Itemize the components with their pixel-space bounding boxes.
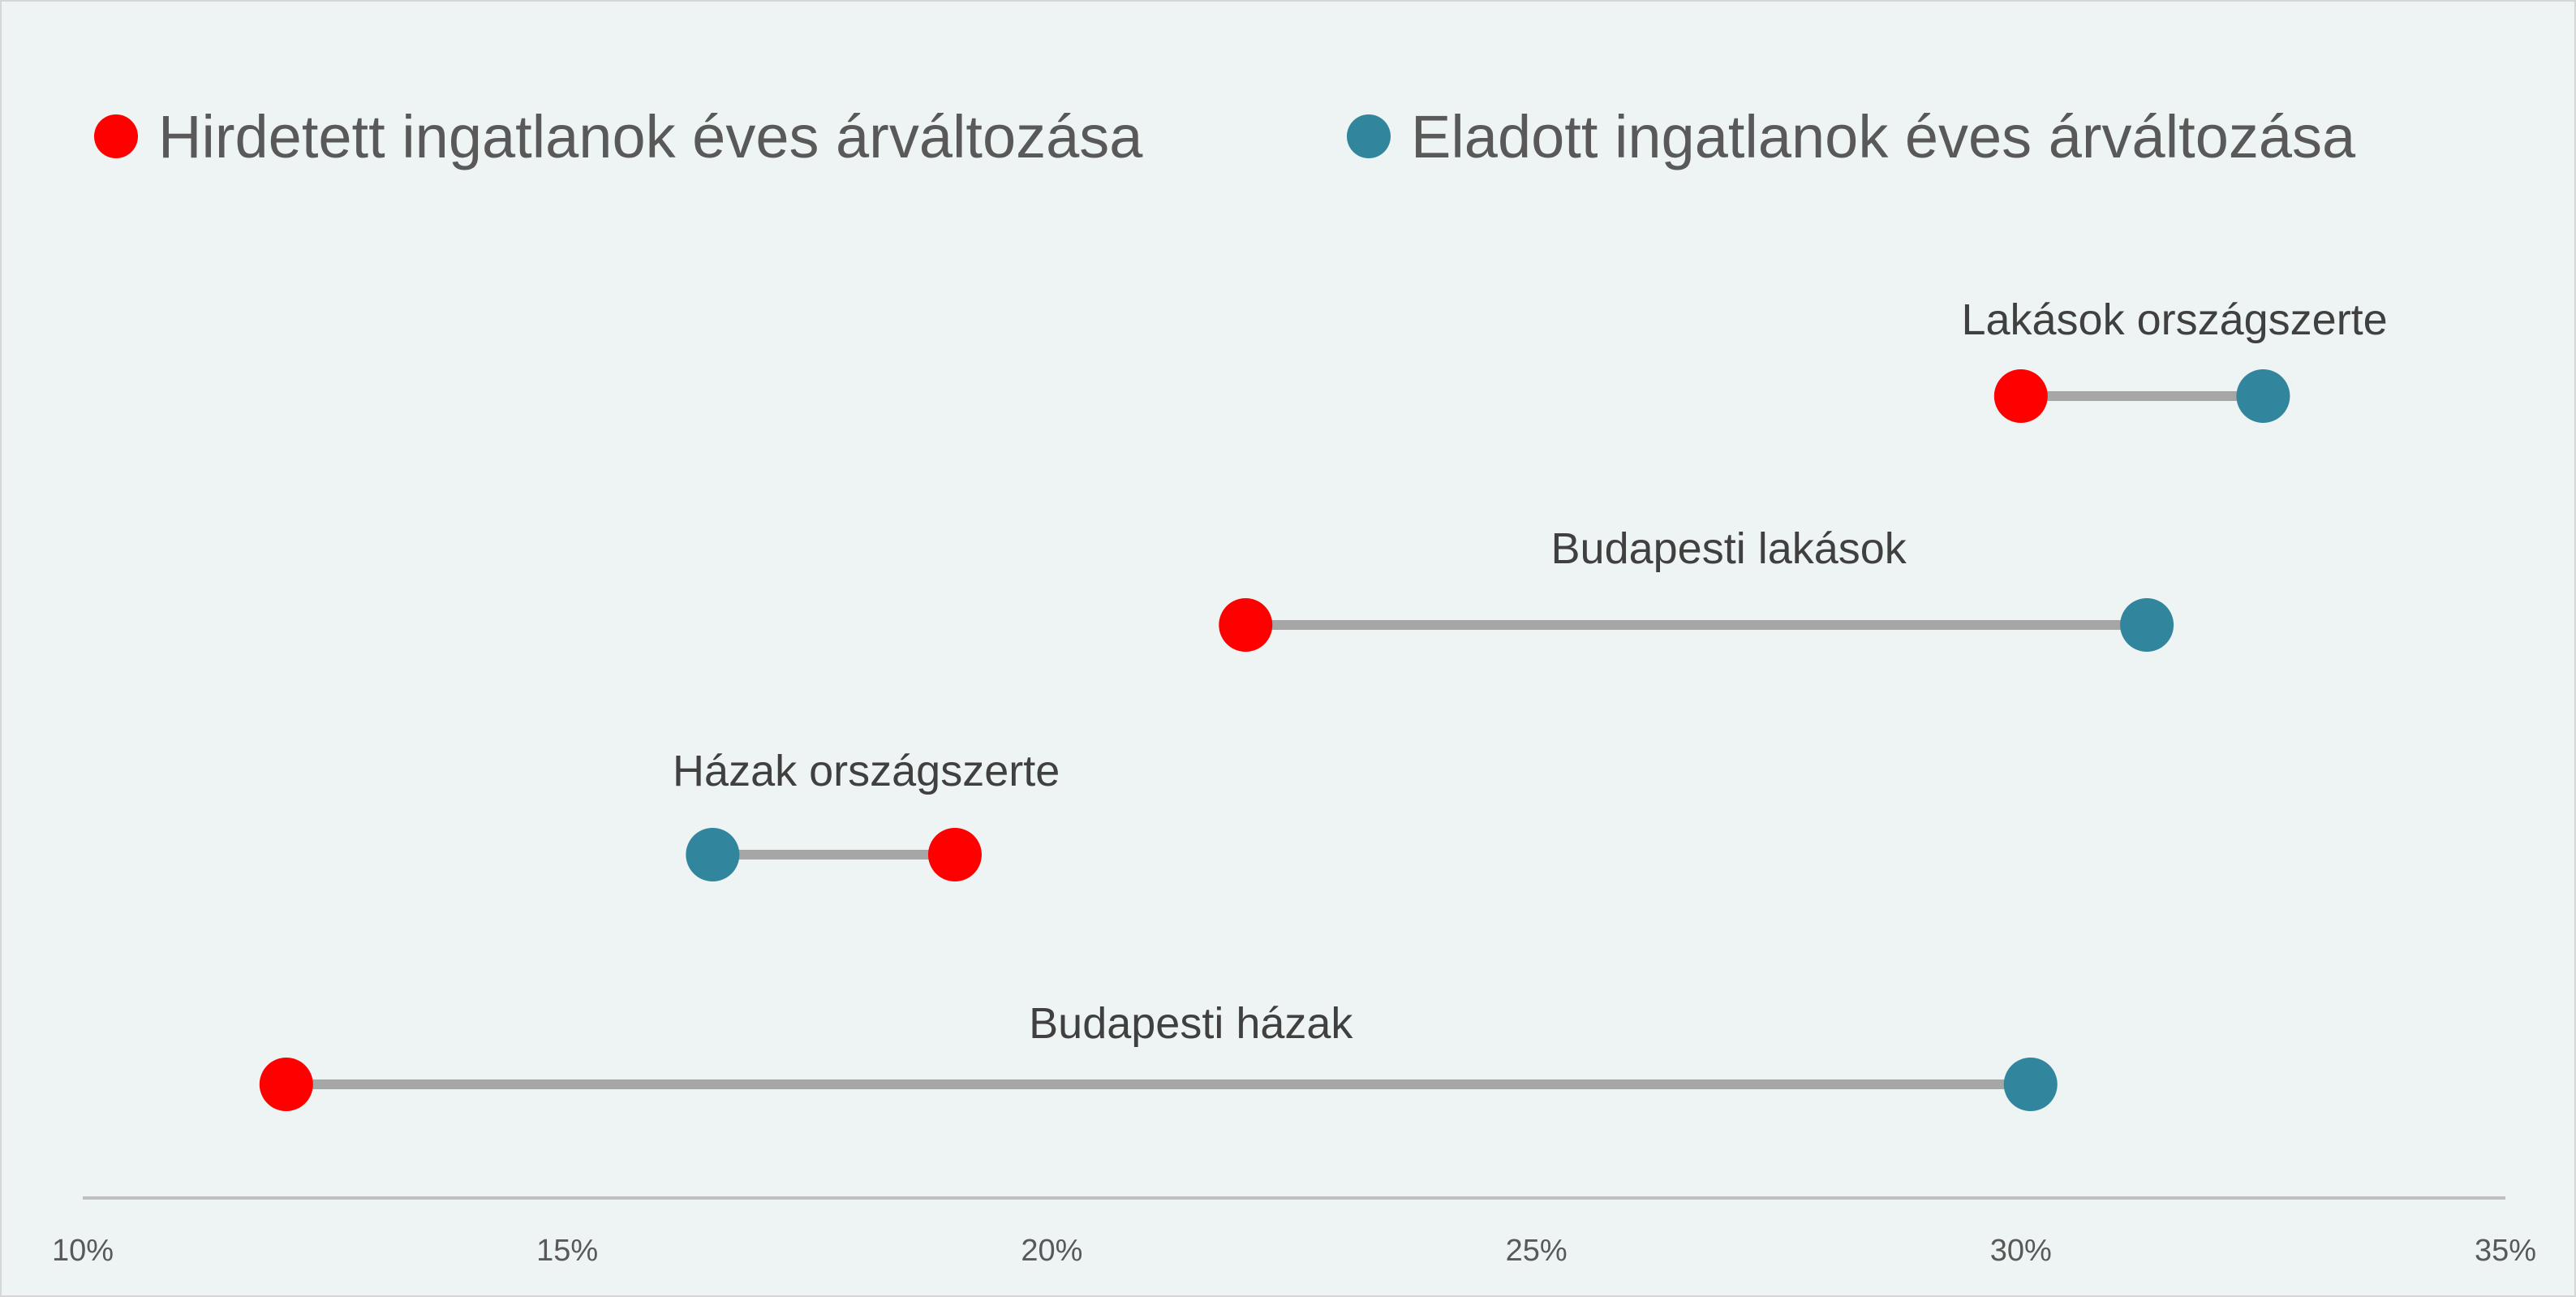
point-hirdetett bbox=[927, 828, 982, 881]
row-1: Budapesti lakások bbox=[1219, 524, 2174, 652]
legend-label-1: Eladott ingatlanok éves árváltozása bbox=[1411, 103, 2356, 170]
point-hirdetett bbox=[1219, 598, 1273, 652]
x-tick-label: 25% bbox=[1506, 1234, 1568, 1268]
row-3: Budapesti házak bbox=[259, 999, 2058, 1111]
point-eladott bbox=[2003, 1058, 2058, 1111]
x-tick-label: 20% bbox=[1021, 1234, 1082, 1268]
point-eladott bbox=[686, 828, 740, 881]
category-label: Lakások országszerte bbox=[1961, 295, 2387, 344]
x-tick-label: 30% bbox=[1990, 1234, 2052, 1268]
x-tick-label: 35% bbox=[2475, 1234, 2536, 1268]
category-label: Házak országszerte bbox=[673, 747, 1060, 795]
plot-rows: Lakások országszerte Budapesti lakások Ház… bbox=[259, 295, 2388, 1111]
x-tick-label: 10% bbox=[52, 1234, 114, 1268]
legend-marker-1 bbox=[1347, 114, 1391, 158]
point-eladott bbox=[2236, 369, 2290, 423]
category-label: Budapesti lakások bbox=[1551, 524, 1907, 573]
point-eladott bbox=[2120, 598, 2174, 652]
point-hirdetett bbox=[1993, 369, 2048, 423]
row-2: Házak országszerte bbox=[673, 747, 1060, 881]
legend: Hirdetett ingatlanok éves árváltozása Ela… bbox=[94, 103, 2356, 170]
legend-label-0: Hirdetett ingatlanok éves árváltozása bbox=[158, 103, 1143, 170]
legend-marker-0 bbox=[94, 114, 138, 158]
category-label: Budapesti házak bbox=[1029, 999, 1353, 1048]
x-axis-ticks: 10% 15% 20% 25% 30% 35% bbox=[52, 1234, 2536, 1268]
point-hirdetett bbox=[259, 1058, 313, 1111]
x-tick-label: 15% bbox=[536, 1234, 598, 1268]
row-0: Lakások országszerte bbox=[1961, 295, 2388, 423]
